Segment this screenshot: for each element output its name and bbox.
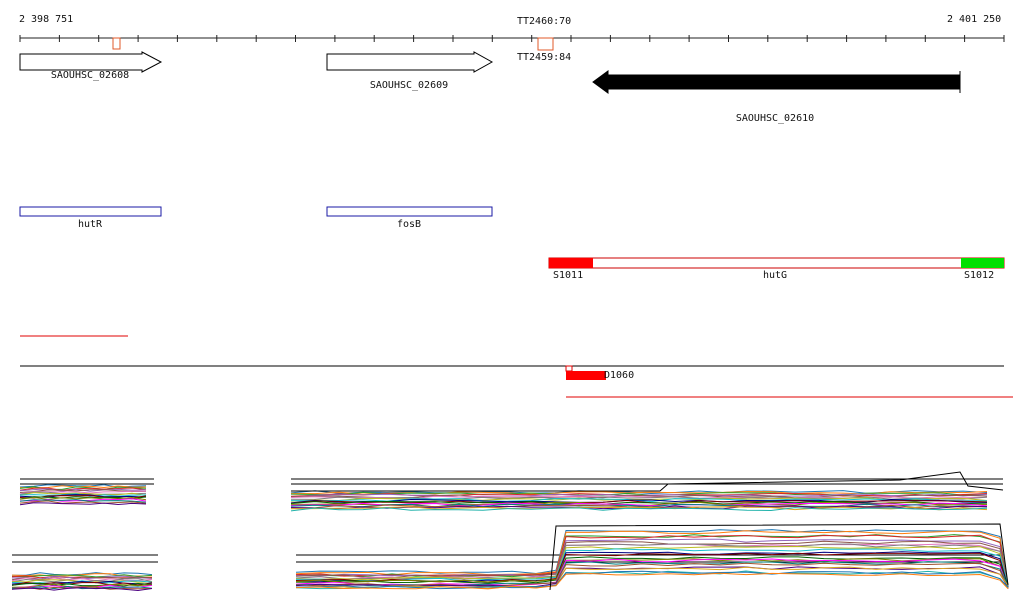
position-ruler [19,35,1005,42]
expression-profile-line [19,499,147,503]
expression-profile-line [295,572,1009,590]
gene-name-hutr[interactable]: hutR [77,219,103,230]
expression-profile-line [290,504,988,509]
expression-profile-line [290,503,988,508]
expression-profiles [11,471,1009,592]
gene-arrow-saouhsc-02608[interactable] [19,51,163,73]
expression-profile-line [291,471,1004,492]
expression-profile-line [290,496,988,500]
gene-box-hutr[interactable] [19,206,162,217]
expression-profile-line [19,487,147,492]
expression-profile-line [290,507,988,512]
gene-box-fosb[interactable] [326,206,493,217]
ruler-start-label: 2 398 751 [19,14,74,25]
gene-label-saouhsc-02610[interactable]: SAOUHSC_02610 [735,113,815,124]
operon-label-hutg[interactable]: hutG [762,270,788,281]
expression-profile-line [11,580,153,584]
expression-profile-line [19,500,147,504]
expression-profile-line [295,530,1009,589]
expression-profile-line [290,500,988,505]
gene-arrow-saouhsc-02610[interactable] [592,70,961,94]
operon-box-hutg[interactable] [548,257,1005,269]
terminator-marker[interactable] [537,37,554,51]
expression-profile-line [549,523,1009,591]
expression-profile-line [295,556,1009,587]
expression-profile-line [290,491,988,496]
expression-profile-line [19,492,147,496]
terminator-label[interactable]: TT2460:70 [517,16,572,27]
expression-profile-line [295,540,1009,586]
expression-profile-line [19,502,147,506]
expression-profile-line [295,566,1009,589]
expression-profile-line [11,587,153,592]
gene-label-saouhsc-02608[interactable]: SAOUHSC_02608 [50,70,130,81]
ruler-end-label: 2 401 250 [947,14,1002,25]
expression-profile-line [11,585,153,590]
segment-s1012[interactable] [961,258,1004,268]
feature-d1060-marker[interactable] [565,365,573,372]
segment-label-s1012[interactable]: S1012 [964,270,995,281]
expression-profile-line [295,570,1009,590]
expression-profile-line [295,562,1009,589]
feature-label-d1060[interactable]: D1060 [604,370,635,381]
expression-profile-line [11,574,153,578]
expression-profile-line [290,498,988,504]
gene-name-fosb[interactable]: fosB [396,219,422,230]
terminator-label[interactable]: TT2459:84 [517,52,572,63]
expression-profile-line [11,576,153,581]
segment-s1011[interactable] [549,258,593,268]
expression-profile-line [290,499,988,504]
expression-profile-line [295,543,1009,589]
expression-profile-line [11,573,153,577]
expression-profile-line [295,548,1009,586]
expression-profile-line [19,496,147,501]
feature-d1060-bar[interactable] [566,371,606,380]
segment-label-s1011[interactable]: S1011 [553,270,584,281]
gene-label-saouhsc-02609[interactable]: SAOUHSC_02609 [369,80,449,91]
gene-arrow-saouhsc-02609[interactable] [326,51,494,73]
terminator-marker[interactable] [112,37,121,50]
expression-profile-line [290,490,988,495]
expression-profile-line [11,577,153,582]
expression-profile-line [295,545,1009,587]
